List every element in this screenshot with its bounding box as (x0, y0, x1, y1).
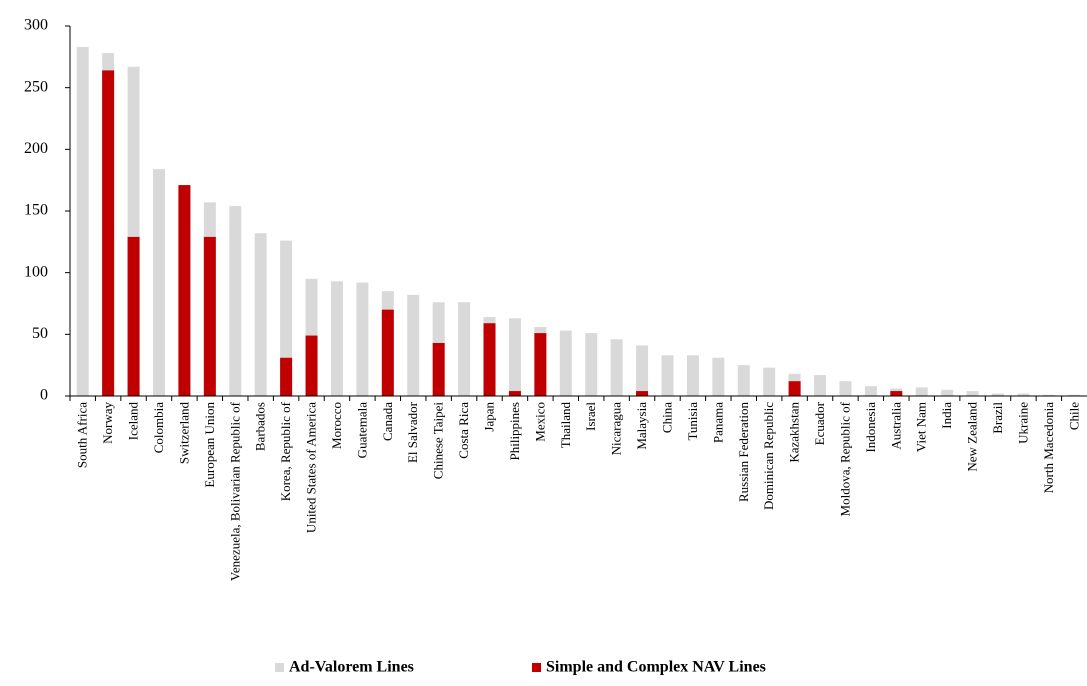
bar (508, 391, 521, 396)
x-tick-label: Colombia (151, 402, 166, 454)
bar (356, 282, 369, 396)
y-tick-label: 200 (24, 140, 48, 157)
x-tick-label: Brazil (990, 402, 1005, 434)
x-tick-label: Kazakhstan (787, 402, 802, 463)
x-tick-label: European Union (202, 402, 217, 488)
x-tick-label: Tunisia (685, 402, 700, 441)
x-tick-label: South Africa (75, 402, 90, 468)
x-tick-label: Russian Federation (736, 402, 751, 503)
x-tick-label: China (659, 402, 674, 433)
y-tick-label: 100 (24, 263, 48, 280)
bar (636, 345, 649, 396)
bar (127, 236, 140, 396)
x-tick-label: Thailand (558, 402, 573, 449)
x-tick-label: Morocco (329, 402, 344, 449)
x-tick-label: Mexico (532, 402, 547, 442)
bar (534, 333, 547, 396)
bar (152, 169, 165, 396)
x-tick-label: Venezuela, Bolivarian Republic of (227, 401, 242, 581)
x-tick-label: Israel (583, 402, 598, 431)
bar (229, 206, 242, 396)
y-tick-label: 0 (40, 387, 48, 404)
bar (305, 335, 318, 396)
x-tick-label: Viet Nam (914, 402, 929, 452)
bar (458, 302, 471, 396)
bar (788, 381, 801, 396)
bar (763, 367, 776, 396)
bar (432, 342, 445, 396)
bar (992, 393, 1005, 396)
x-tick-label: Chile (1066, 402, 1081, 430)
y-tick-label: 50 (32, 325, 48, 342)
x-tick-label: India (939, 402, 954, 429)
x-tick-label: North Macedonia (1041, 402, 1056, 494)
x-tick-label: Costa Rica (456, 402, 471, 459)
x-tick-label: Indonesia (863, 402, 878, 453)
legend-swatch (275, 663, 284, 672)
x-tick-label: Iceland (126, 402, 141, 441)
legend-swatch (532, 663, 541, 672)
bar (280, 240, 293, 396)
bar (890, 391, 903, 396)
legend-label: Simple and Complex NAV Lines (546, 659, 766, 676)
x-tick-label: Moldova, Republic of (837, 401, 852, 516)
bar (1068, 394, 1081, 396)
bar (102, 70, 115, 397)
bar (712, 357, 725, 396)
bar (839, 381, 852, 396)
x-tick-label: El Salvador (405, 401, 420, 463)
bar (686, 355, 699, 396)
bar (737, 365, 750, 396)
x-tick-label: Korea, Republic of (278, 401, 293, 501)
bar (610, 339, 623, 396)
x-tick-label: Chinese Taipei (431, 402, 446, 480)
x-tick-label: Australia (888, 402, 903, 450)
x-tick-label: Switzerland (176, 402, 191, 465)
x-tick-label: Panama (710, 402, 725, 443)
bar (661, 355, 674, 396)
bar (508, 318, 521, 396)
legend-label: Ad-Valorem Lines (289, 659, 414, 676)
bar (966, 391, 979, 396)
x-tick-label: New Zealand (965, 402, 980, 472)
bar (915, 387, 928, 396)
y-tick-label: 150 (24, 202, 48, 219)
bar (941, 389, 954, 396)
x-tick-label: Norway (100, 402, 115, 444)
bar (864, 386, 877, 396)
bar (330, 281, 343, 396)
x-tick-label: Ecuador (812, 401, 827, 445)
bar (381, 309, 394, 396)
bar (76, 46, 89, 396)
bar (1017, 393, 1030, 396)
y-tick-label: 300 (24, 17, 48, 34)
x-tick-label: Canada (380, 402, 395, 441)
x-tick-label: United States of America (304, 402, 319, 533)
bar (280, 357, 293, 396)
x-tick-label: Barbados (253, 402, 268, 451)
x-tick-label: Dominican Republic (761, 402, 776, 510)
x-tick-label: Malaysia (634, 402, 649, 450)
bar (559, 330, 572, 396)
bar (585, 333, 598, 396)
x-tick-label: Guatemala (354, 402, 369, 459)
bar (636, 391, 649, 396)
bar (407, 294, 420, 396)
bar (178, 185, 191, 396)
y-tick-label: 250 (24, 78, 48, 95)
x-tick-label: Ukraine (1015, 402, 1030, 444)
x-tick-label: Nicaragua (609, 402, 624, 456)
bar (254, 233, 267, 396)
x-tick-label: Philippines (507, 402, 522, 461)
bar (203, 236, 216, 396)
bar (1042, 394, 1055, 396)
x-tick-label: Japan (482, 402, 497, 432)
bar (814, 375, 827, 396)
bar (483, 323, 496, 396)
